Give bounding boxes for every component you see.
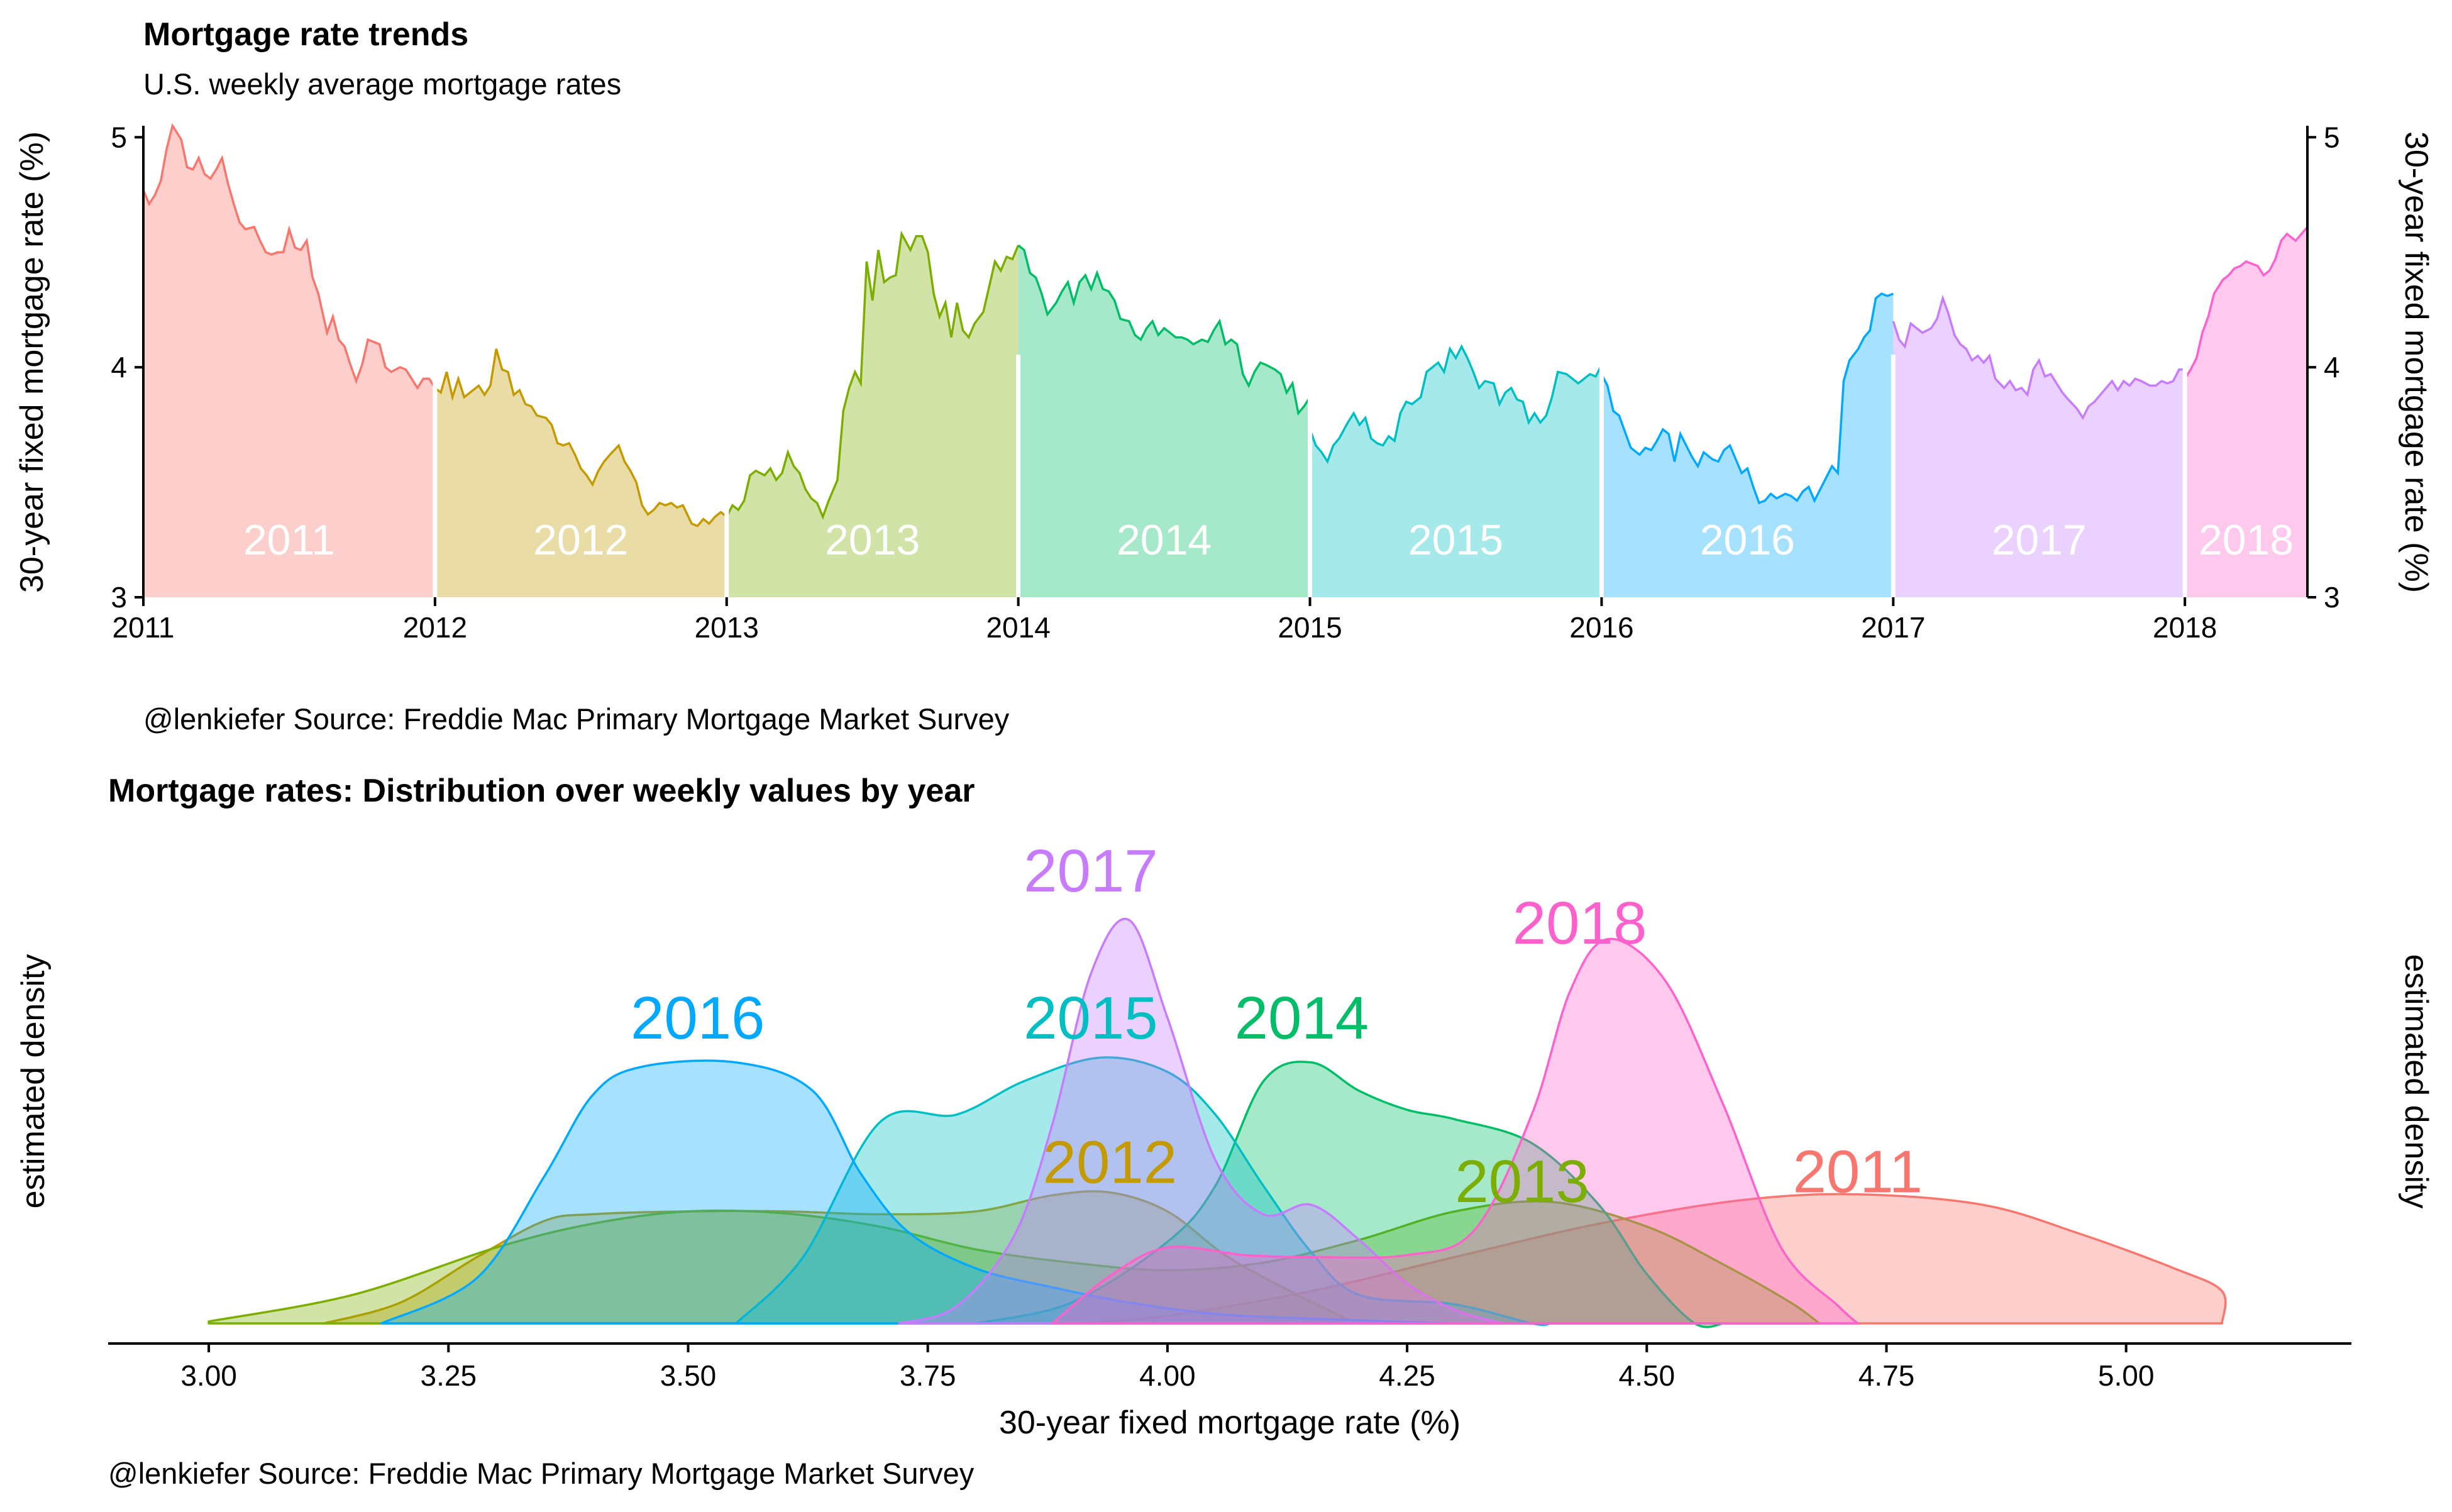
- density-label-2016: 2016: [631, 985, 765, 1052]
- bottom-x-tick-label: 4.25: [1379, 1359, 1435, 1392]
- bottom-y-axis-title: estimated density: [15, 954, 52, 1209]
- bottom-panel: Mortgage rates: Distribution over weekly…: [15, 773, 2434, 1490]
- top-subtitle: U.S. weekly average mortgage rates: [143, 67, 621, 101]
- top-y-axis-title: 30-year fixed mortgage rate (%): [14, 131, 50, 593]
- top-y-axis-title-right: 30-year fixed mortgage rate (%): [2398, 131, 2434, 593]
- top-y-tick-label-left: 4: [111, 351, 127, 384]
- line-2017: [1892, 294, 2185, 421]
- area-2018: [2185, 227, 2307, 597]
- year-label-2014: 2014: [1117, 516, 1212, 564]
- top-y-tick-label-left: 5: [111, 121, 127, 153]
- top-year-labels: 2011 2012 2013 2014 2015 2016 2017 2018: [243, 516, 2294, 564]
- area-2012: [434, 348, 727, 597]
- top-caption: @lenkiefer Source: Freddie Mac Primary M…: [143, 702, 1010, 736]
- top-x-tick-label: 2012: [403, 611, 467, 644]
- area-2011: [143, 126, 435, 597]
- top-x-tick-label: 2015: [1278, 611, 1342, 644]
- year-label-2017: 2017: [1992, 516, 2087, 564]
- top-x-tick-label: 2018: [2153, 611, 2217, 644]
- bottom-x-tick-label: 3.50: [660, 1359, 717, 1392]
- density-2013: [207, 1200, 1821, 1325]
- bottom-x-tick-label: 4.00: [1139, 1359, 1196, 1392]
- year-label-2018: 2018: [2199, 516, 2294, 564]
- density-label-2018: 2018: [1513, 890, 1647, 957]
- top-x-tick-label: 2014: [986, 611, 1050, 644]
- line-2014: [1017, 244, 1311, 416]
- bottom-title: Mortgage rates: Distribution over weekly…: [108, 773, 975, 809]
- bottom-x-tick-label: 3.75: [900, 1359, 956, 1392]
- line-2012: [434, 348, 727, 527]
- line-2011: [142, 123, 436, 390]
- top-lines: [142, 123, 2309, 527]
- line-2013: [726, 230, 1020, 520]
- top-title: Mortgage rate trends: [143, 16, 468, 53]
- density-label-2013: 2013: [1455, 1148, 1589, 1215]
- density-areas: [207, 917, 2227, 1328]
- top-x-tick-label: 2011: [113, 611, 175, 644]
- top-x-tick-label: 2016: [1569, 611, 1633, 644]
- density-2016: [380, 1059, 1457, 1325]
- density-label-2011: 2011: [1793, 1139, 1923, 1206]
- density-label-2012: 2012: [1043, 1129, 1178, 1196]
- density-2011: [1080, 1193, 2227, 1325]
- density-labels: 2011 2012 2013 2014 2015 2016 2017 2018: [631, 837, 1923, 1215]
- line-2018: [2184, 226, 2309, 380]
- top-y-tick-label-right: 4: [2324, 351, 2340, 384]
- top-x-tick-label: 2013: [695, 611, 759, 644]
- bottom-y-axis-title-right: estimated density: [2398, 954, 2434, 1209]
- density-2017: [898, 917, 1505, 1325]
- top-y-tick-label-left: 3: [111, 581, 127, 614]
- area-2016: [1601, 294, 1894, 597]
- top-year-dividers: [433, 355, 2187, 597]
- top-x-ticks: 2011 2012 2013 2014 2015 2016 2017 2018: [113, 597, 2217, 644]
- top-panel: Mortgage rate trends U.S. weekly average…: [14, 16, 2434, 736]
- year-label-2015: 2015: [1408, 516, 1503, 564]
- bottom-x-tick-label: 3.00: [180, 1359, 237, 1392]
- bottom-x-axis-title: 30-year fixed mortgage rate (%): [999, 1404, 1461, 1441]
- year-label-2016: 2016: [1700, 516, 1795, 564]
- bottom-x-tick-label: 4.75: [1858, 1359, 1915, 1392]
- top-y-tick-label-right: 5: [2324, 121, 2340, 153]
- density-label-2014: 2014: [1235, 985, 1369, 1052]
- density-label-2015: 2015: [1024, 985, 1158, 1052]
- line-2015: [1308, 344, 1603, 465]
- line-2016: [1600, 292, 1894, 505]
- year-label-2013: 2013: [825, 516, 920, 564]
- bottom-x-tick-label: 3.25: [421, 1359, 477, 1392]
- top-x-tick-label: 2017: [1861, 611, 1925, 644]
- year-label-2012: 2012: [533, 516, 628, 564]
- area-2017: [1893, 298, 2185, 597]
- density-label-2017: 2017: [1024, 837, 1158, 905]
- top-y-tick-label-right: 3: [2324, 581, 2340, 614]
- area-2013: [726, 234, 1019, 597]
- bottom-caption: @lenkiefer Source: Freddie Mac Primary M…: [108, 1457, 975, 1490]
- density-2014: [975, 1061, 1725, 1328]
- density-2015: [734, 1056, 1552, 1326]
- bottom-x-ticks: 3.00 3.25 3.50 3.75 4.00 4.25 4.50 4.75 5.00: [180, 1344, 2154, 1392]
- area-2014: [1018, 245, 1310, 597]
- density-2018: [1051, 937, 1859, 1325]
- bottom-x-tick-label: 4.50: [1619, 1359, 1676, 1392]
- year-label-2011: 2011: [243, 516, 335, 564]
- top-y-ticks: 3 3 4 4 5 5: [111, 121, 2339, 614]
- bottom-x-tick-label: 5.00: [2098, 1359, 2155, 1392]
- area-2015: [1310, 346, 1602, 597]
- top-areas: [143, 126, 2307, 597]
